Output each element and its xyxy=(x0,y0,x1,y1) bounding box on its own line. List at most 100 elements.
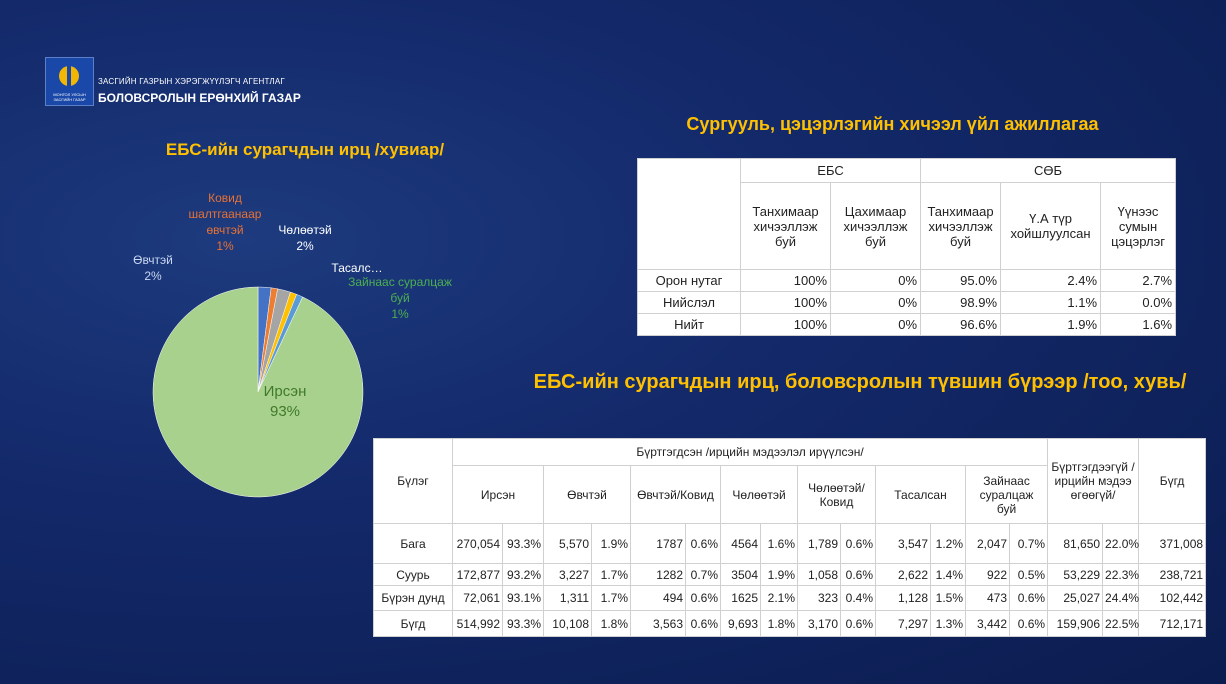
column-header: Танхимаар хичээллэж буй xyxy=(920,182,1002,270)
cell: 102,442 xyxy=(1138,585,1207,611)
pie-label-category: Ирсэн xyxy=(263,383,307,400)
cell: 95.0% xyxy=(920,269,1002,292)
cell: 0% xyxy=(829,269,922,292)
cell: 238,721 xyxy=(1138,563,1207,586)
data-row: Нийслэл 100% 0% 98.9% 1.1% 0.0% xyxy=(637,291,1177,314)
cell: 24.4% xyxy=(1102,585,1139,611)
cell: 81,650 xyxy=(1047,523,1104,564)
cell: 0.5% xyxy=(1008,563,1049,586)
corner xyxy=(637,158,741,270)
pie-label-category: Чөлөөтэй xyxy=(278,223,332,237)
cell: 3504 xyxy=(720,563,761,586)
column-header: Чөлөөтэй xyxy=(720,465,798,524)
cell: 7,297 xyxy=(875,610,931,637)
cell: 100% xyxy=(740,269,831,292)
cell: 100% xyxy=(740,291,831,314)
cell: 2.7% xyxy=(1100,269,1177,292)
cell: 22.3% xyxy=(1102,563,1139,586)
column-header: Танхимаар хичээллэж буй xyxy=(740,182,831,270)
cell: 93.3% xyxy=(502,523,544,564)
pie-label: Ирсэн 93% xyxy=(245,382,325,422)
cell: 1,311 xyxy=(543,585,592,611)
column-header: Зайнаас суралцаж буй xyxy=(964,465,1049,524)
cell: 0.6% xyxy=(685,585,721,611)
agency-name: БОЛОВСРОЛЫН ЕРӨНХИЙ ГАЗАР xyxy=(98,91,301,105)
cell: 1.9% xyxy=(760,563,798,586)
cell: 1.5% xyxy=(930,585,966,611)
group-header: СӨБ xyxy=(920,158,1177,183)
pie-label-value: 2% xyxy=(296,239,314,253)
column-header: Ирсэн xyxy=(452,465,544,524)
cell: 3,442 xyxy=(965,610,1010,637)
logo-emblem xyxy=(59,66,79,86)
data-row: Суурь 172,877 93.2% 3,227 1.7% 1282 0.7% 3504 1.… xyxy=(373,563,1207,586)
column-header: Өвчтэй/Ковид xyxy=(630,465,721,524)
cell: 22.0% xyxy=(1102,523,1139,564)
row-label: Нийт xyxy=(637,313,741,336)
cell: 53,229 xyxy=(1047,563,1104,586)
pie-label-category: Өвчтэй xyxy=(133,253,173,267)
cell: 922 xyxy=(965,563,1010,586)
header-row: Бүлэг Бүртгэгдсэн /ирцийн мэдээлэл ирүүлс… xyxy=(373,438,1207,524)
table1: ЕБС СӨБ Танхимаар хичээллэж буй Цахимаар хи… xyxy=(637,158,1177,336)
cell: 0.6% xyxy=(840,610,876,637)
cell: 494 xyxy=(630,585,686,611)
cell: 3,227 xyxy=(543,563,592,586)
cell: 0.6% xyxy=(1008,585,1049,611)
cell: 323 xyxy=(797,585,841,611)
cell: 0.6% xyxy=(685,523,721,564)
pie-label-value: 2% xyxy=(144,269,162,283)
cell: 96.6% xyxy=(920,313,1002,336)
column-header: Чөлөөтэй/Ковид xyxy=(797,465,876,524)
cell: 1787 xyxy=(630,523,686,564)
row-label: Бүгд xyxy=(373,610,453,637)
cell: 0.6% xyxy=(840,563,876,586)
pie-label-category: Зайнаас суралцаж буй xyxy=(348,275,452,305)
cell: 371,008 xyxy=(1138,523,1207,564)
cell: 93.1% xyxy=(502,585,544,611)
cell: 1.7% xyxy=(591,563,631,586)
column-header: Өвчтэй xyxy=(543,465,631,524)
cell: 1.7% xyxy=(591,585,631,611)
pie-label-category: Ковид шалтгаанаар өвчтэй xyxy=(188,191,262,237)
cell: 2,047 xyxy=(965,523,1010,564)
cell: 0.7% xyxy=(1008,523,1049,564)
row-label: Нийслэл xyxy=(637,291,741,314)
pie-label-value: 1% xyxy=(216,239,234,253)
pie-label: Өвчтэй 2% xyxy=(118,252,188,284)
pie-label: Ковид шалтгаанаар өвчтэй 1% xyxy=(180,190,270,254)
cell: 1,789 xyxy=(797,523,841,564)
cell: 4564 xyxy=(720,523,761,564)
cell: 0.6% xyxy=(840,523,876,564)
row-label: Орон нутаг xyxy=(637,269,741,292)
cell: 1.9% xyxy=(1000,313,1102,336)
cell: 1.8% xyxy=(760,610,798,637)
total-header: Бүгд xyxy=(1138,438,1207,524)
table2: Бүлэг Бүртгэгдсэн /ирцийн мэдээлэл ирүүлс… xyxy=(373,438,1207,637)
cell: 98.9% xyxy=(920,291,1002,314)
cell: 1.1% xyxy=(1000,291,1102,314)
cell: 1.6% xyxy=(1100,313,1177,336)
header-row: ЕБС СӨБ xyxy=(637,158,1177,270)
data-row: Орон нутаг 100% 0% 95.0% 2.4% 2.7% xyxy=(637,269,1177,292)
cell: 3,563 xyxy=(630,610,686,637)
cell: 1.9% xyxy=(591,523,631,564)
cell: 0.6% xyxy=(1008,610,1049,637)
logo: МОНГОЛ УЛСЫН ЗАСГИЙН ГАЗАР xyxy=(45,57,94,106)
cell: 3,547 xyxy=(875,523,931,564)
cell: 270,054 xyxy=(452,523,503,564)
cell: 0.6% xyxy=(685,610,721,637)
cell: 0% xyxy=(829,313,922,336)
cell: 1625 xyxy=(720,585,761,611)
cell: 1.2% xyxy=(930,523,966,564)
column-header: Үүнээс сумын цэцэрлэг xyxy=(1100,182,1177,270)
row-label: Суурь xyxy=(373,563,453,586)
header-row: Ирсэн Өвчтэй Өвчтэй/Ковид Чөлөөтэй Чөлөөтэй/… xyxy=(374,465,1206,524)
column-header: Тасалсан xyxy=(875,465,966,524)
cell: 3,170 xyxy=(797,610,841,637)
cell: 0.4% xyxy=(840,585,876,611)
pie-label-value: 93% xyxy=(269,403,301,420)
agency: ЗАСГИЙН ГАЗРЫН ХЭРЭГЖҮҮЛЭГЧ АГЕНТЛАГ xyxy=(98,77,285,86)
column-header: Ү.А түр хойшлуулсан xyxy=(1000,182,1102,270)
column-header: Цахимаар хичээллэж буй xyxy=(829,182,922,270)
